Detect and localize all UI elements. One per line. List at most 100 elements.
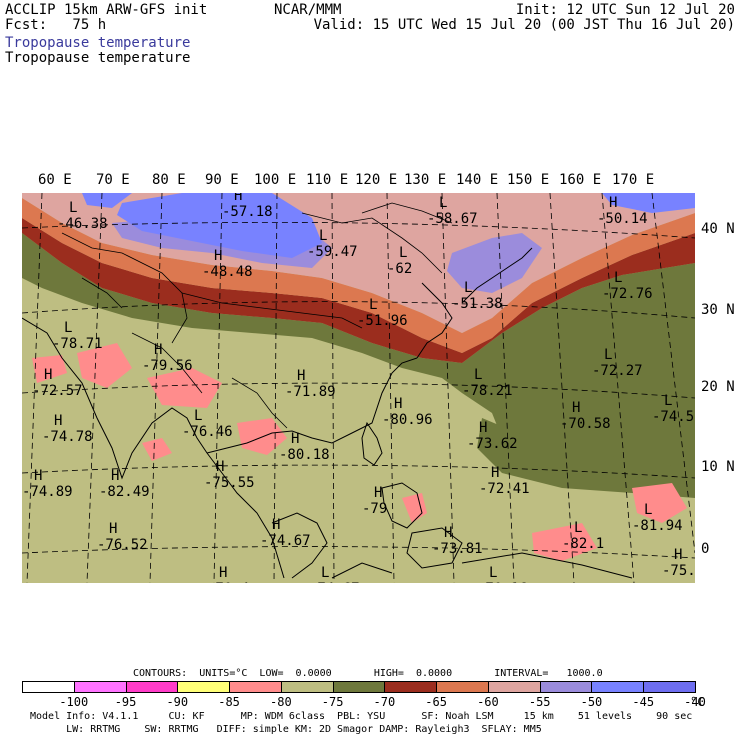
field-title-contour: Tropopause temperature [5,50,191,66]
colorbar-tick-label: -70 [373,695,396,709]
pressure-marker: H [214,248,222,264]
colorbar-tick-label: -75 [321,695,344,709]
model-title: ACCLIP 15km ARW-GFS init [5,2,208,18]
pressure-annotations: L-46.38H-57.18L-58.67H-50.14L-59.47H-48.… [22,193,695,583]
pressure-marker: H [219,565,227,581]
pressure-marker: L [489,565,497,581]
temperature-value: -79.56 [142,358,193,374]
longitude-label: 160 E [559,172,602,188]
field-title-shaded: Tropopause temperature [5,35,191,51]
colorbar-swatch [22,681,75,693]
pressure-marker: H [491,465,499,481]
borders [61,202,453,429]
longitude-label: 150 E [507,172,550,188]
pressure-marker: L [69,200,77,216]
olive-region [22,233,695,498]
temperature-value: -62 [387,261,412,277]
latitude-label: 20 N [701,379,735,395]
longitude-label: 110 E [306,172,349,188]
temperature-value: -74.89 [22,484,73,500]
pressure-marker: H [572,400,580,416]
temperature-value: -48.48 [202,264,253,280]
blue-region-northwest [82,193,132,208]
colorbar-tick-label: -40 [684,695,706,709]
colorbar-swatch [280,681,334,693]
blue-region-west [117,193,322,258]
colorbar-tick-label: -85 [218,695,240,709]
temperature-value: -70.4 [207,581,249,583]
model-info-line2: LW: RRTMG SW: RRTMG DIFF: simple KM: 2D … [30,724,542,735]
pressure-marker: L [369,297,377,313]
pressure-marker: H [479,420,487,436]
temperature-value: -78.21 [462,383,513,399]
longitude-label: 140 E [456,172,499,188]
pressure-marker: L [439,195,447,211]
pressure-marker: L [574,520,582,536]
colorbar-swatch [125,681,179,693]
colorbar-swatch [539,681,593,693]
tropopause-temperature-map: L -46.38 H -57.18 L -58.67 H -50.14 L -59.47 H -48.… [22,193,695,583]
pressure-marker: H [374,485,382,501]
pressure-marker: L [614,270,622,286]
pressure-marker: L [464,280,472,296]
colorbar-unit: °C [690,695,705,709]
pressure-marker: L [474,367,482,383]
pressure-marker: L [664,393,672,409]
colorbar-tick-label: -55 [528,695,551,709]
pressure-marker: H [291,431,299,447]
colorbar-tick-label: -45 [632,695,655,709]
coastlines [22,247,633,579]
longitude-label: 80 E [152,172,186,188]
colorbar-swatch [436,681,489,693]
temperature-value: -82.49 [99,484,150,500]
pressure-marker: H [609,195,617,211]
contours-info: CONTOURS: UNITS=°C LOW= 0.0000 HIGH= 0.0… [133,668,603,679]
temperature-value: -81.94 [632,518,683,534]
temperature-value: -46.38 [57,216,108,232]
temperature-value: -57.18 [222,204,273,220]
temperature-value: -74.67 [260,533,311,549]
pressure-marker: L [319,228,327,244]
colorbar-swatch [332,681,386,693]
forecast-hour: Fcst: 75 h [5,17,107,33]
colorbar-swatch [73,681,127,693]
colorbar-swatch [591,681,645,693]
longitude-label: 120 E [355,172,398,188]
pressure-marker: H [444,525,452,541]
colorbar-swatch [229,681,282,693]
temperature-value: -76.46 [182,424,233,440]
latitude-label: 0 [701,541,710,557]
orange-band [22,198,695,353]
temperature-value: -80.18 [279,447,330,463]
colorbar-tick-label: -100 [59,695,89,709]
temperature-value: -74.78 [42,429,93,445]
colorbar-tick-label: -50 [580,695,603,709]
temperature-value: -74.67 [309,581,360,583]
pressure-marker: H [234,193,242,204]
colorbar-tick-label: -80 [270,695,292,709]
pressure-marker: L [399,245,407,261]
temperature-value: -72.76 [602,286,653,302]
center-label: NCAR/MMM [274,2,342,18]
longitude-label: 170 E [612,172,655,188]
pressure-marker: H [109,521,117,537]
temperature-value: -71.89 [285,384,336,400]
colorbar-swatch [643,681,696,693]
longitude-label: 90 E [205,172,239,188]
blue-region-east [447,233,542,293]
pressure-marker: L [194,408,202,424]
temperature-value: -73.62 [467,436,518,452]
pressure-marker: H [54,413,62,429]
longitude-label: 70 E [96,172,130,188]
pressure-marker: H [394,396,402,412]
temperature-value: -75.2 [662,563,695,579]
temperature-value: -74.5 [652,409,694,425]
colorbar-tick-label: -60 [477,695,499,709]
pressure-marker: L [321,565,329,581]
colorbar-tick-label: -65 [425,695,447,709]
temperature-value: -82.1 [562,536,604,552]
longitude-label: 100 E [254,172,297,188]
colorbar-swatch [487,681,541,693]
temperature-value: -70.58 [560,416,611,432]
pressure-marker: L [644,502,652,518]
